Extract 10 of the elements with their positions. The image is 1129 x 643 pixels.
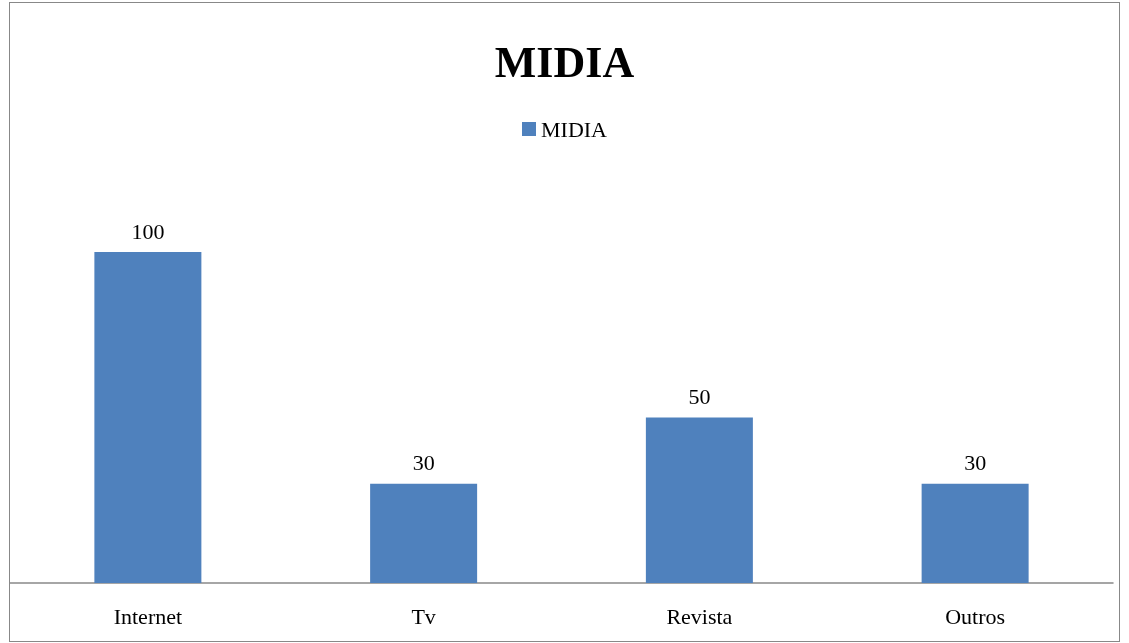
x-tick-label: Outros bbox=[945, 603, 1006, 629]
chart-title: MIDIA bbox=[494, 37, 635, 87]
legend-label: MIDIA bbox=[541, 116, 608, 142]
data-label: 100 bbox=[131, 218, 165, 244]
x-tick-label: Revista bbox=[666, 603, 733, 629]
data-label: 30 bbox=[964, 450, 987, 476]
data-label: 50 bbox=[688, 384, 711, 409]
x-tick-label: Tv bbox=[411, 603, 436, 629]
data-label: 30 bbox=[412, 450, 435, 476]
x-tick-label: Internet bbox=[113, 603, 183, 629]
